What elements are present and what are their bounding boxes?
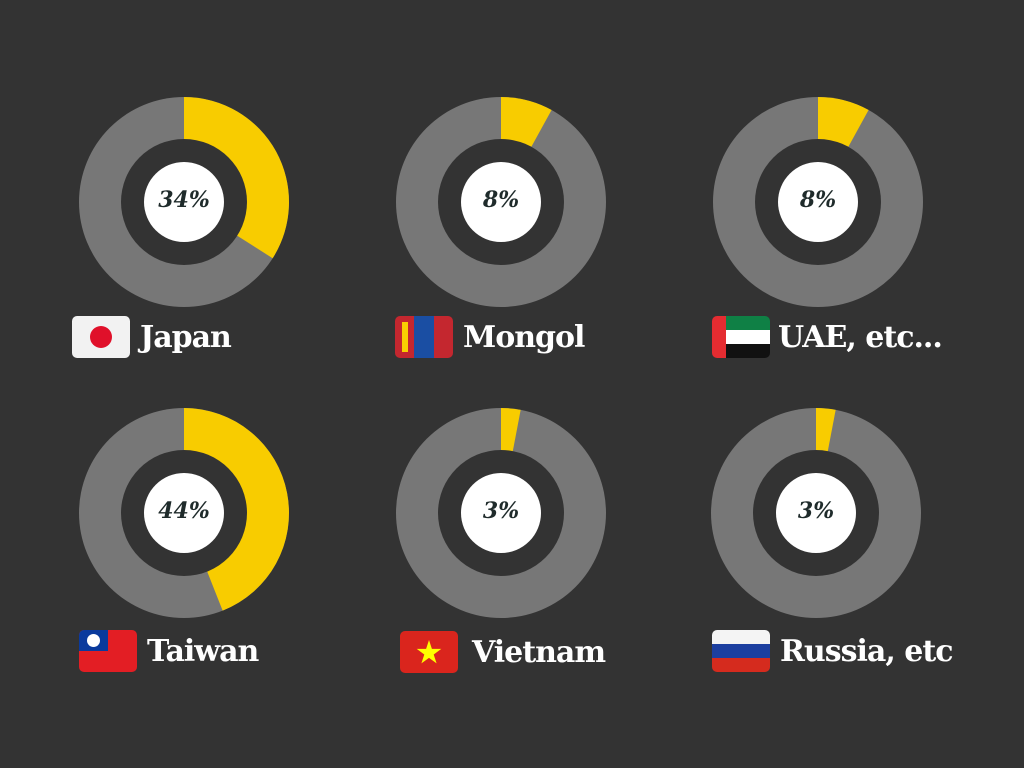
- donut-center-russia: [776, 473, 856, 553]
- country-label-uae: UAE, etc...: [712, 316, 943, 358]
- russia-flag-icon: [712, 630, 770, 672]
- country-label-japan: Japan: [72, 316, 232, 358]
- percent-label-mongol: 8%: [482, 187, 520, 213]
- country-label-taiwan: Taiwan: [79, 630, 259, 672]
- donut-chart-japan: [79, 97, 289, 307]
- country-label-mongol: Mongol: [395, 316, 585, 358]
- donut-center-uae: [778, 162, 858, 242]
- country-label-russia: Russia, etc: [712, 630, 953, 672]
- country-name-japan: Japan: [140, 319, 232, 355]
- donut-card-japan: 34% Japan: [72, 92, 374, 382]
- country-name-mongol: Mongol: [463, 319, 585, 355]
- donut-center-taiwan: [144, 473, 224, 553]
- donut-card-mongol: 8% Mongol: [391, 92, 691, 382]
- country-name-vietnam: Vietnam: [472, 634, 606, 670]
- mongolia-flag-icon: [395, 316, 453, 358]
- donut-chart-uae: [713, 97, 923, 307]
- donut-chart-mongol: [396, 97, 606, 307]
- donut-chart-taiwan: [79, 408, 289, 618]
- country-name-russia: Russia, etc: [780, 633, 953, 669]
- donut-center-japan: [144, 162, 224, 242]
- donut-card-uae: 8% UAE, etc...: [708, 92, 1008, 382]
- donut-card-taiwan: 44% Taiwan: [74, 403, 374, 693]
- taiwan-flag-icon: [79, 630, 137, 672]
- donut-card-russia: 3% Russia, etc: [706, 403, 1006, 693]
- percent-label-taiwan: 44%: [158, 498, 210, 524]
- country-name-uae: UAE, etc...: [778, 319, 943, 355]
- percent-label-japan: 34%: [158, 187, 210, 213]
- uae-flag-icon: [712, 316, 770, 358]
- percent-label-vietnam: 3%: [482, 498, 520, 524]
- vietnam-flag-icon: [400, 631, 458, 673]
- percent-label-russia: 3%: [797, 498, 835, 524]
- country-label-vietnam: Vietnam: [400, 631, 606, 673]
- percent-label-uae: 8%: [799, 187, 837, 213]
- donut-chart-vietnam: [396, 408, 606, 618]
- country-name-taiwan: Taiwan: [147, 633, 259, 669]
- donut-center-mongol: [461, 162, 541, 242]
- donut-center-vietnam: [461, 473, 541, 553]
- donut-chart-russia: [711, 408, 921, 618]
- japan-flag-icon: [72, 316, 130, 358]
- donut-card-vietnam: 3% Vietnam: [391, 403, 691, 693]
